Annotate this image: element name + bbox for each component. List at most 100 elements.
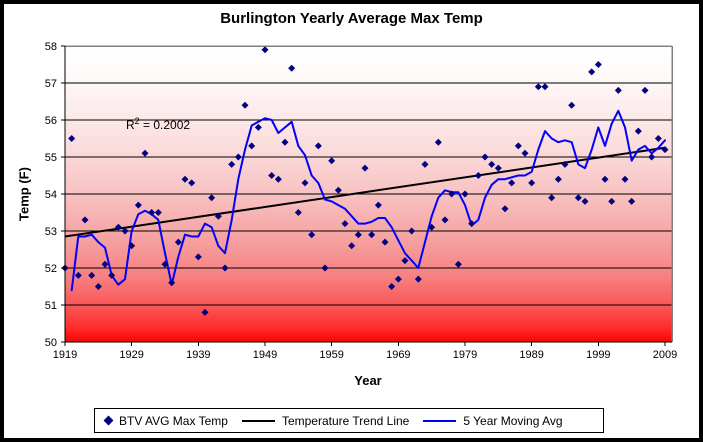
- x-tick-label: 2009: [653, 349, 677, 361]
- data-point-diamond: [621, 175, 629, 183]
- diamond-marker-icon: [103, 415, 114, 426]
- legend-item-moving-avg: 5 Year Moving Avg: [423, 413, 563, 428]
- data-point-diamond: [168, 279, 176, 287]
- data-point-diamond: [354, 231, 362, 239]
- data-point-diamond: [461, 190, 469, 198]
- x-tick-label: 1969: [386, 349, 410, 361]
- data-point-diamond: [368, 231, 376, 239]
- data-point-diamond: [661, 146, 669, 154]
- x-tick-label: 1919: [53, 349, 77, 361]
- data-point-diamond: [241, 101, 249, 109]
- data-point-diamond: [68, 135, 76, 142]
- data-point-diamond: [454, 260, 462, 268]
- data-point-diamond: [301, 179, 309, 187]
- y-tick-label: 51: [45, 300, 57, 312]
- r-squared-annotation: R2 = 0.2002: [126, 116, 190, 132]
- data-point-diamond: [508, 179, 516, 187]
- y-tick-label: 56: [45, 115, 57, 127]
- data-point-diamond: [568, 101, 576, 109]
- y-tick-label: 50: [45, 337, 57, 349]
- data-point-diamond: [581, 197, 589, 205]
- y-tick-label: 55: [45, 152, 57, 164]
- data-point-diamond: [494, 164, 502, 172]
- x-tick-label: 1939: [186, 349, 210, 361]
- data-point-diamond: [521, 149, 529, 157]
- data-point-diamond: [148, 209, 156, 216]
- data-point-diamond: [181, 175, 189, 183]
- chart-title: Burlington Yearly Average Max Temp: [220, 10, 483, 27]
- data-point-diamond: [501, 205, 509, 213]
- data-point-diamond: [108, 271, 116, 279]
- data-point-diamond: [88, 271, 96, 279]
- data-point-diamond: [448, 190, 456, 198]
- data-point-diamond: [421, 160, 429, 168]
- y-axis-title: Temp (F): [16, 167, 32, 221]
- data-point-diamond: [194, 253, 202, 261]
- data-point-diamond: [654, 135, 662, 142]
- data-point-diamond: [134, 201, 142, 209]
- data-point-diamond: [308, 231, 316, 239]
- data-point-diamond: [141, 149, 149, 157]
- data-point-diamond: [214, 212, 222, 220]
- y-tick-label: 54: [45, 189, 57, 201]
- data-point-diamond: [554, 175, 562, 183]
- legend-item-trend: Temperature Trend Line: [241, 414, 409, 428]
- data-point-diamond: [221, 264, 229, 272]
- data-point-diamond: [534, 83, 542, 91]
- data-point-diamond: [514, 142, 522, 150]
- data-point-diamond: [608, 197, 616, 205]
- r2-exponent: 2: [134, 116, 140, 126]
- data-point-diamond: [441, 216, 449, 224]
- y-tick-label: 52: [45, 263, 57, 275]
- data-point-diamond: [154, 209, 162, 216]
- data-point-diamond: [394, 275, 402, 283]
- data-point-diamond: [648, 153, 656, 161]
- data-point-diamond: [341, 220, 349, 228]
- data-point-diamond: [328, 157, 336, 165]
- moving-average-line: [70, 109, 666, 292]
- x-tick-label: 1989: [519, 349, 543, 361]
- data-point-diamond: [488, 160, 496, 168]
- data-point-diamond: [468, 220, 476, 228]
- data-point-diamond: [374, 201, 382, 209]
- x-tick-label: 1959: [319, 349, 343, 361]
- data-point-diamond: [254, 123, 262, 131]
- data-point-diamond: [428, 223, 436, 231]
- data-point-diamond: [161, 260, 169, 268]
- legend-label-moving-avg: 5 Year Moving Avg: [463, 413, 563, 428]
- moving-avg-line-marker-icon: [423, 419, 457, 422]
- data-point-diamond: [381, 238, 389, 246]
- y-tick-label: 58: [45, 41, 57, 53]
- data-point-diamond: [248, 142, 256, 150]
- y-tick-label: 53: [45, 226, 57, 238]
- data-point-diamond: [188, 179, 196, 187]
- x-tick-label: 1949: [253, 349, 277, 361]
- data-point-diamond: [628, 197, 636, 205]
- data-point-diamond: [574, 194, 582, 202]
- data-point-diamond: [234, 153, 242, 161]
- data-point-diamond: [128, 242, 136, 250]
- data-point-diamond: [548, 194, 556, 202]
- data-point-diamond: [401, 257, 409, 265]
- data-point-diamond: [434, 138, 442, 146]
- data-point-diamond: [174, 238, 182, 246]
- data-point-diamond: [268, 172, 276, 179]
- r2-base: R: [126, 118, 135, 132]
- data-point-diamond: [641, 86, 649, 94]
- data-point-diamond: [541, 83, 549, 91]
- data-point-diamond: [114, 223, 122, 231]
- data-point-diamond: [601, 175, 609, 183]
- data-point-diamond: [414, 275, 422, 283]
- x-tick-label: 1979: [453, 349, 477, 361]
- legend-item-scatter: BTV AVG Max Temp: [103, 413, 228, 428]
- data-point-diamond: [334, 186, 342, 194]
- legend-label-scatter: BTV AVG Max Temp: [119, 413, 228, 428]
- data-point-diamond: [321, 264, 329, 272]
- data-point-diamond: [121, 227, 129, 235]
- data-point-diamond: [388, 283, 396, 290]
- data-point-diamond: [94, 283, 102, 290]
- data-point-diamond: [201, 308, 209, 316]
- data-point-diamond: [261, 46, 269, 54]
- data-point-diamond: [228, 160, 236, 168]
